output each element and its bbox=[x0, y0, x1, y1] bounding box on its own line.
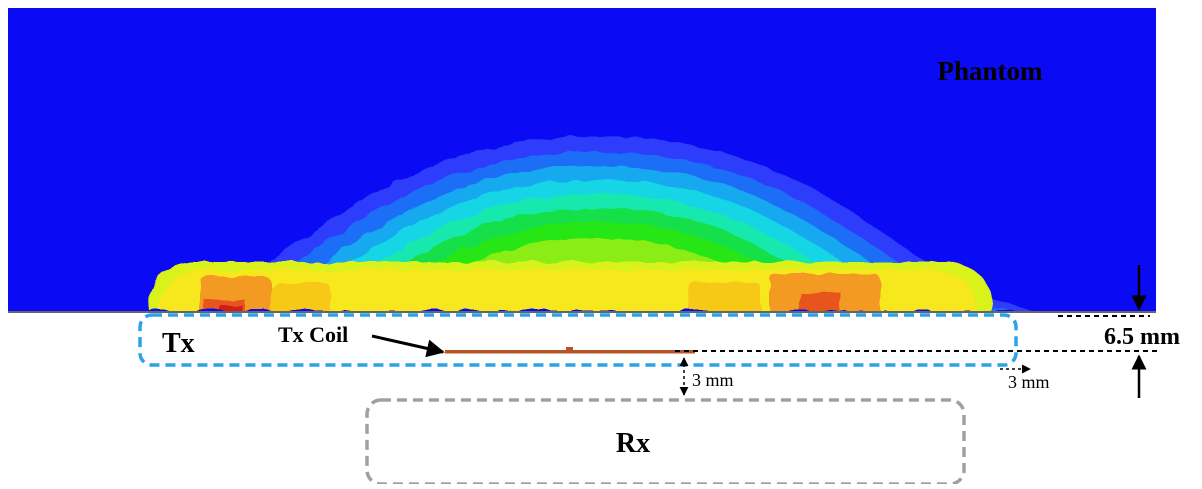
field-contour-peak-2 bbox=[220, 305, 242, 311]
field-contour-band-2 bbox=[174, 278, 961, 311]
field-contour-hotspot-2 bbox=[270, 283, 330, 311]
rx-label: Rx bbox=[616, 428, 650, 459]
rx-boundary-box bbox=[365, 398, 966, 486]
tx-coil-pointer bbox=[371, 334, 445, 358]
tx-coil-bump bbox=[566, 347, 573, 351]
tx-coil-label: Tx Coil bbox=[278, 322, 348, 347]
field-heatmap bbox=[147, 136, 1047, 311]
vertical-gap-label: 3 mm bbox=[692, 370, 734, 390]
tx-label: Tx bbox=[162, 328, 195, 359]
field-contour-hotspot-3 bbox=[690, 282, 760, 311]
phantom-label: Phantom bbox=[937, 56, 1043, 86]
tx-boundary-box bbox=[138, 313, 1018, 367]
distance-label: 6.5 mm bbox=[1104, 324, 1180, 350]
horizontal-gap-label: 3 mm bbox=[1008, 372, 1050, 392]
tx-coil bbox=[445, 350, 695, 354]
field-contour-peak-1 bbox=[800, 292, 840, 311]
